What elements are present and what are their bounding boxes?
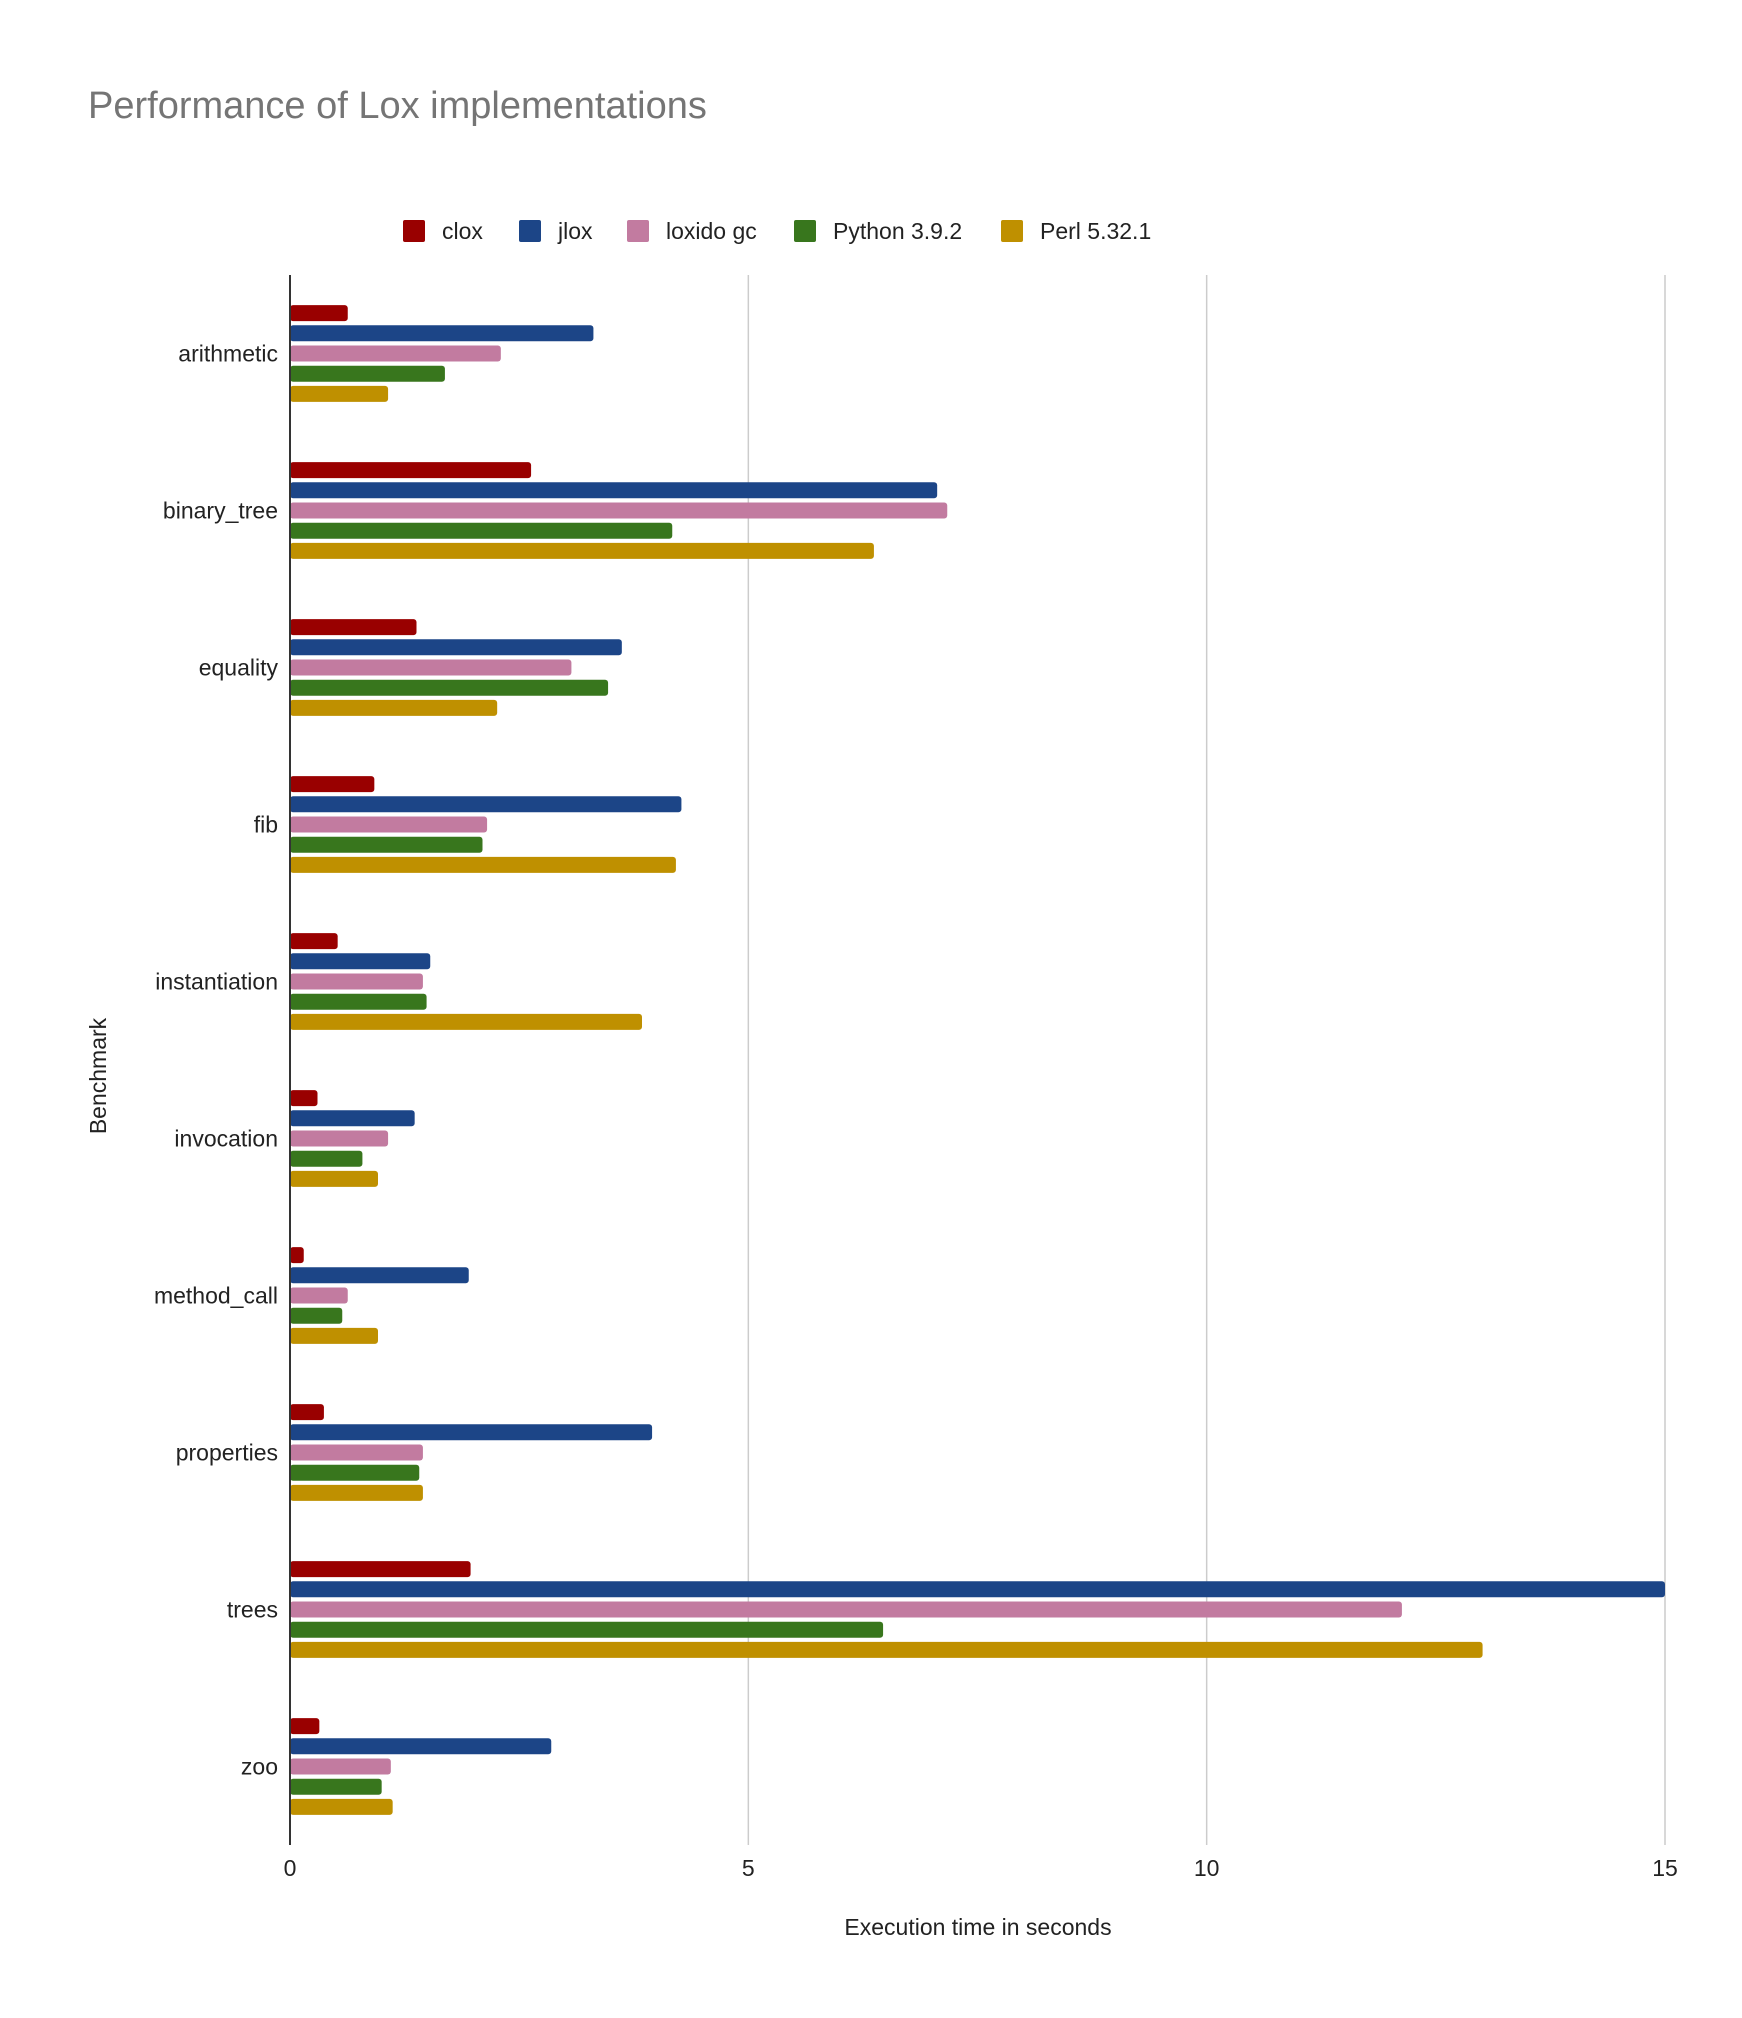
bar-zoo-loxido-gc xyxy=(290,1758,391,1775)
bar-properties-python-3-9-2 xyxy=(290,1464,420,1481)
bar-fib-python-3-9-2 xyxy=(290,836,483,853)
bar-equality-perl-5-32-1 xyxy=(290,699,498,716)
category-label: method_call xyxy=(154,1283,278,1309)
bar-binary_tree-jlox xyxy=(290,482,938,499)
bar-invocation-clox xyxy=(290,1090,318,1107)
legend-swatch xyxy=(627,220,649,242)
bar-arithmetic-clox xyxy=(290,305,348,322)
bar-binary_tree-loxido-gc xyxy=(290,502,948,519)
category-label: fib xyxy=(254,812,278,838)
bar-equality-jlox xyxy=(290,639,622,656)
bar-equality-clox xyxy=(290,619,417,636)
bar-fib-clox xyxy=(290,776,375,793)
category-label: equality xyxy=(199,655,279,681)
legend-label: Python 3.9.2 xyxy=(833,218,962,244)
legend-swatch xyxy=(1001,220,1023,242)
bar-method_call-loxido-gc xyxy=(290,1287,348,1304)
bar-binary_tree-clox xyxy=(290,462,532,479)
bar-binary_tree-perl-5-32-1 xyxy=(290,542,874,559)
legend-swatch xyxy=(403,220,425,242)
category-label: instantiation xyxy=(155,969,278,995)
bar-zoo-clox xyxy=(290,1718,320,1735)
bar-invocation-jlox xyxy=(290,1110,415,1127)
category-label: trees xyxy=(227,1597,278,1623)
bar-method_call-perl-5-32-1 xyxy=(290,1327,378,1344)
bar-properties-clox xyxy=(290,1404,324,1421)
bar-instantiation-python-3-9-2 xyxy=(290,993,427,1010)
bar-fib-perl-5-32-1 xyxy=(290,856,676,873)
chart-title: Performance of Lox implementations xyxy=(88,85,707,127)
category-labels: arithmetic binary_tree equality fib instanti… xyxy=(154,341,279,1780)
x-tick-label: 5 xyxy=(742,1855,755,1881)
legend-label: Perl 5.32.1 xyxy=(1040,218,1151,244)
bar-instantiation-loxido-gc xyxy=(290,973,423,990)
category-label: zoo xyxy=(241,1754,278,1780)
bar-method_call-jlox xyxy=(290,1267,469,1284)
legend-label: jlox xyxy=(557,218,593,244)
category-label: invocation xyxy=(174,1126,278,1152)
bar-zoo-jlox xyxy=(290,1738,552,1755)
bar-fib-loxido-gc xyxy=(290,816,488,833)
x-tick-label: 10 xyxy=(1194,1855,1220,1881)
bar-arithmetic-perl-5-32-1 xyxy=(290,385,389,402)
category-label: arithmetic xyxy=(178,341,278,367)
legend-label: clox xyxy=(442,218,483,244)
bar-invocation-python-3-9-2 xyxy=(290,1150,363,1167)
bar-equality-loxido-gc xyxy=(290,659,572,676)
bar-properties-jlox xyxy=(290,1424,653,1441)
bar-arithmetic-loxido-gc xyxy=(290,345,501,362)
bar-properties-perl-5-32-1 xyxy=(290,1484,423,1501)
x-tick-labels: 0 5 10 15 xyxy=(284,1855,1678,1881)
x-tick-label: 15 xyxy=(1652,1855,1678,1881)
x-tick-label: 0 xyxy=(284,1855,297,1881)
bar-zoo-perl-5-32-1 xyxy=(290,1798,393,1815)
bar-instantiation-clox xyxy=(290,933,338,950)
bar-properties-loxido-gc xyxy=(290,1444,423,1461)
category-label: properties xyxy=(176,1440,278,1466)
bar-invocation-loxido-gc xyxy=(290,1130,389,1147)
bar-trees-python-3-9-2 xyxy=(290,1621,884,1638)
legend-swatch xyxy=(794,220,816,242)
bar-method_call-python-3-9-2 xyxy=(290,1307,343,1324)
bar-arithmetic-jlox xyxy=(290,325,594,342)
bar-instantiation-perl-5-32-1 xyxy=(290,1013,642,1030)
bar-instantiation-jlox xyxy=(290,953,431,970)
bar-equality-python-3-9-2 xyxy=(290,679,609,696)
y-axis-title: Benchmark xyxy=(85,1017,111,1134)
bar-method_call-clox xyxy=(290,1247,304,1264)
bar-trees-clox xyxy=(290,1561,471,1578)
bar-fib-jlox xyxy=(290,796,682,813)
legend: clox jlox loxido gc Python 3.9.2 Perl 5.32.1 xyxy=(403,218,1151,244)
legend-swatch xyxy=(519,220,541,242)
bars xyxy=(290,305,1665,1815)
x-axis-title: Execution time in seconds xyxy=(844,1914,1111,1940)
bar-trees-jlox xyxy=(290,1581,1665,1598)
category-label: binary_tree xyxy=(163,498,278,524)
bar-zoo-python-3-9-2 xyxy=(290,1778,382,1795)
bar-trees-perl-5-32-1 xyxy=(290,1641,1483,1658)
legend-label: loxido gc xyxy=(666,218,757,244)
bar-invocation-perl-5-32-1 xyxy=(290,1170,378,1187)
bar-trees-loxido-gc xyxy=(290,1601,1402,1618)
bar-arithmetic-python-3-9-2 xyxy=(290,365,445,382)
bar-binary_tree-python-3-9-2 xyxy=(290,522,673,539)
